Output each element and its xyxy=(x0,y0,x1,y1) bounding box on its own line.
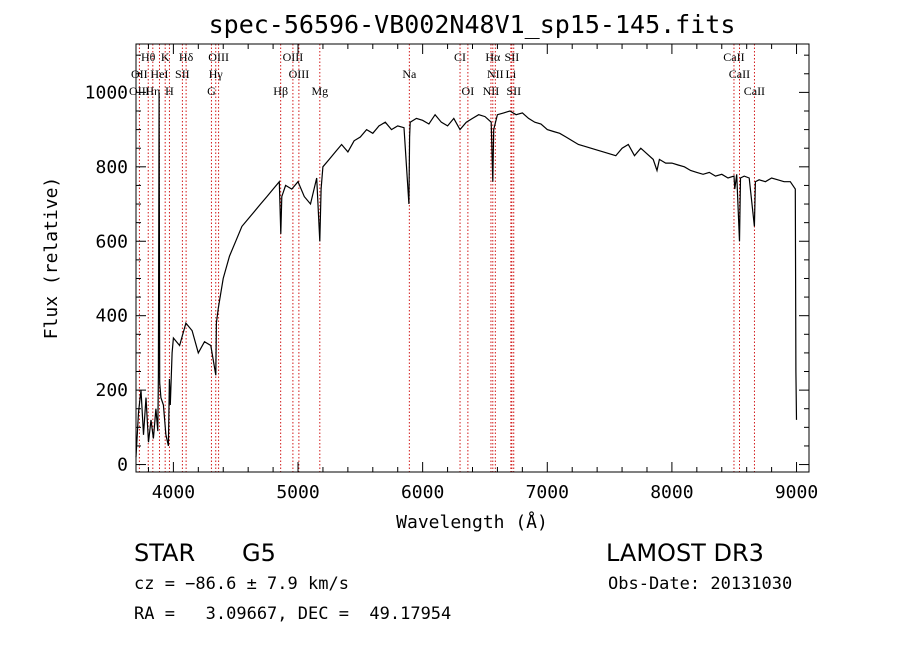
spectral-line-label: OIII xyxy=(208,50,229,64)
spectral-line-label: K xyxy=(161,50,170,64)
spectral-line-label: Hβ xyxy=(273,84,288,98)
spectrum-line xyxy=(135,92,798,458)
object-subclass: G5 xyxy=(242,539,276,567)
spectral-line-label: G xyxy=(207,84,216,98)
x-tick-label: 4000 xyxy=(152,482,195,503)
x-tick-label: 6000 xyxy=(401,482,444,503)
spectral-line-label: Li xyxy=(506,67,517,81)
x-tick-label: 9000 xyxy=(775,482,818,503)
spectral-line-label: SII xyxy=(175,67,190,81)
x-axis-label: Wavelength (Å) xyxy=(396,511,548,533)
spectral-line-label: SII xyxy=(506,84,521,98)
y-tick-label: 800 xyxy=(95,157,128,178)
y-tick-label: 400 xyxy=(95,306,128,327)
ra-dec-coordinates: RA = 3.09667, DEC = 49.17954 xyxy=(134,604,452,624)
survey-name: LAMOST DR3 xyxy=(606,539,764,567)
spectral-line-label: CaII xyxy=(729,67,750,81)
spectral-line-label: CaII xyxy=(744,84,765,98)
spectral-line-label: OI xyxy=(462,84,475,98)
spectral-line-label: NII xyxy=(487,67,504,81)
spectral-line-label: CaII xyxy=(723,50,744,64)
spectral-line-label: OIII xyxy=(289,67,310,81)
spectral-line-label: Hα xyxy=(485,50,501,64)
spectral-line-label: HeI xyxy=(150,67,168,81)
plot-frame xyxy=(135,43,810,473)
spectral-line-label: Na xyxy=(402,67,417,81)
spectral-line-label: Hδ xyxy=(179,50,194,64)
observation-date: Obs-Date: 20131030 xyxy=(608,574,793,594)
axis-ticks: 4000 5000 6000 7000 8000 9000 0 200 400 600 800 100… xyxy=(85,44,818,503)
spectral-line-label: Hη xyxy=(145,84,160,98)
y-tick-label: 0 xyxy=(117,455,128,476)
x-tick-label: 5000 xyxy=(276,482,319,503)
spectral-line-markers xyxy=(138,44,755,472)
spectral-line-label: H xyxy=(165,84,174,98)
y-tick-label: 600 xyxy=(95,231,128,252)
x-tick-label: 7000 xyxy=(526,482,569,503)
spectral-line-label: OIII xyxy=(283,50,304,64)
spectral-line-label: OIII xyxy=(129,84,150,98)
spectral-line-label: CI xyxy=(454,50,466,64)
spectral-line-label: SII xyxy=(505,50,520,64)
chart-title: spec-56596-VB002N48V1_sp15-145.fits xyxy=(209,10,736,39)
x-tick-label: 8000 xyxy=(650,482,693,503)
spectral-line-label: Hγ xyxy=(209,67,224,81)
spectral-line-label: Hθ xyxy=(141,50,156,64)
spectral-line-label: NII xyxy=(483,84,500,98)
object-class: STAR xyxy=(134,539,196,567)
spectral-line-label: Mg xyxy=(311,84,328,98)
y-tick-label: 200 xyxy=(95,380,128,401)
redshift-cz: cz = −86.6 ± 7.9 km/s xyxy=(134,574,349,594)
y-tick-label: 1000 xyxy=(85,82,128,103)
y-axis-label: Flux (relative) xyxy=(41,177,62,340)
